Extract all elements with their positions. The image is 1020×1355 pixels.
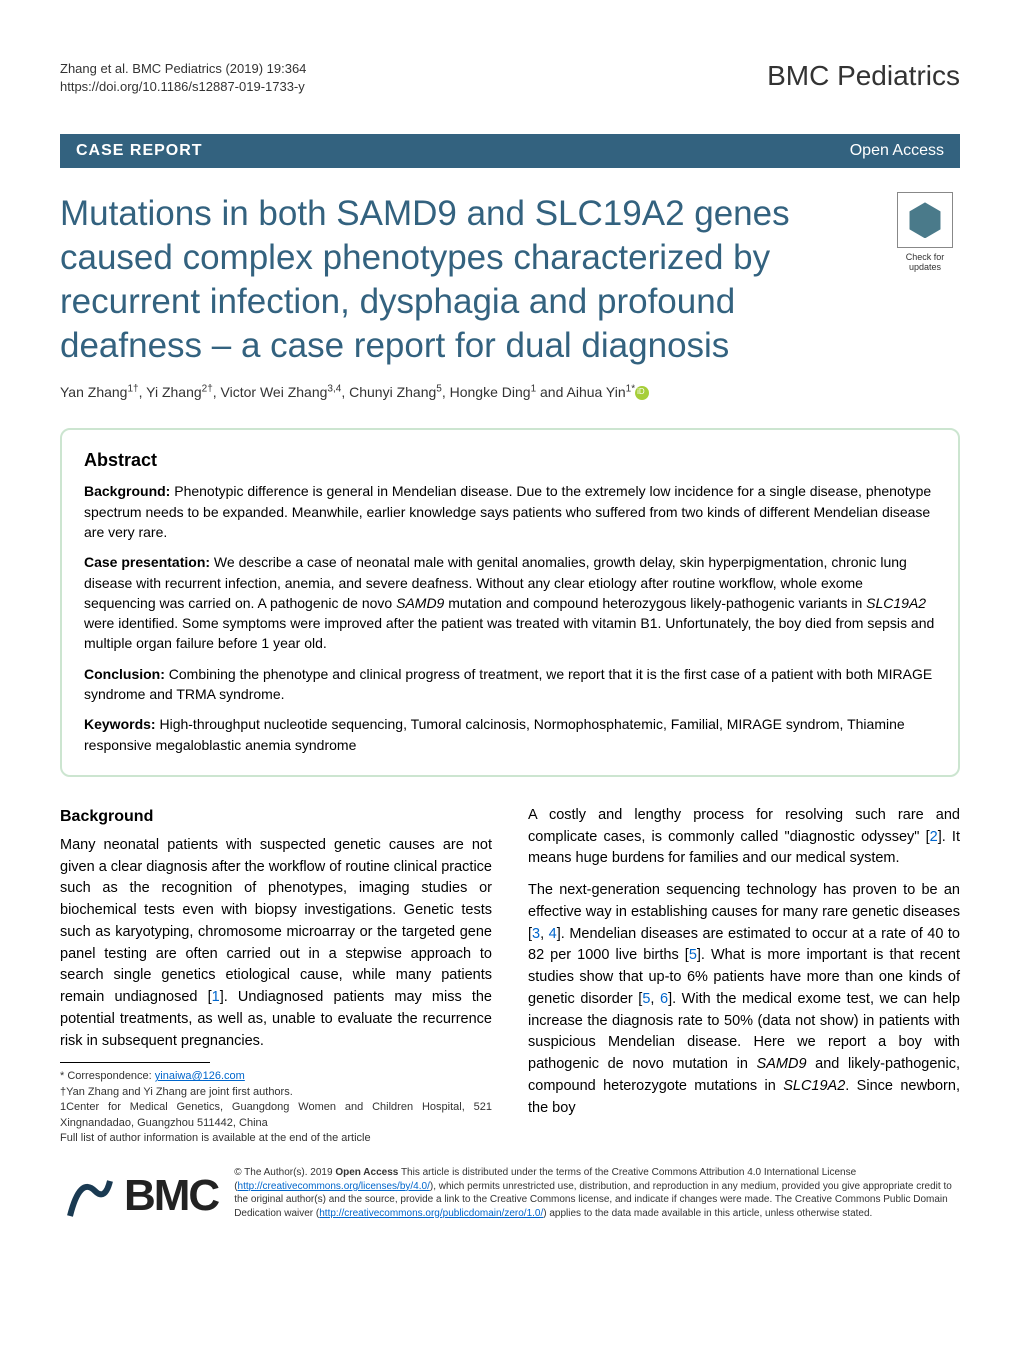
article-type-bar: CASE REPORT Open Access: [60, 134, 960, 168]
affiliation-text: 1Center for Medical Genetics, Guangdong …: [60, 1100, 492, 1131]
abstract-keywords-text: High-throughput nucleotide sequencing, T…: [84, 716, 905, 752]
author-list: Yan Zhang1†, Yi Zhang2†, Victor Wei Zhan…: [60, 383, 960, 400]
abstract-case-text: We describe a case of neonatal male with…: [84, 554, 934, 651]
right-column: A costly and lengthy process for resolvi…: [528, 805, 960, 1146]
bmc-logo-text: BMC: [124, 1171, 218, 1221]
license-text: © The Author(s). 2019 Open Access This a…: [234, 1166, 960, 1220]
abstract-case-label: Case presentation:: [84, 554, 210, 570]
license-url-2[interactable]: http://creativecommons.org/publicdomain/…: [319, 1208, 543, 1219]
body-paragraph-2: A costly and lengthy process for resolvi…: [528, 805, 960, 870]
license-open-access: Open Access: [335, 1167, 398, 1178]
body-paragraph-1: Many neonatal patients with suspected ge…: [60, 835, 492, 1053]
abstract-heading: Abstract: [84, 450, 936, 471]
orcid-icon[interactable]: [635, 386, 649, 400]
correspondence-label: * Correspondence:: [60, 1070, 152, 1082]
open-access-label: Open Access: [850, 142, 944, 160]
check-updates-badge[interactable]: Check for updates: [890, 192, 960, 272]
joint-authors-note: †Yan Zhang and Yi Zhang are joint first …: [60, 1085, 492, 1100]
check-updates-label-1: Check for: [890, 252, 960, 262]
abstract-conclusion-text: Combining the phenotype and clinical pro…: [84, 666, 932, 702]
abstract-conclusion-label: Conclusion:: [84, 666, 165, 682]
body-paragraph-3: The next-generation sequencing technolog…: [528, 880, 960, 1119]
bmc-logo: BMC: [60, 1166, 218, 1226]
license-row: BMC © The Author(s). 2019 Open Access Th…: [60, 1166, 960, 1226]
abstract-conclusion: Conclusion: Combining the phenotype and …: [84, 664, 936, 705]
abstract-background: Background: Phenotypic difference is gen…: [84, 481, 936, 542]
doi-text: https://doi.org/10.1186/s12887-019-1733-…: [60, 78, 306, 96]
abstract-keywords: Keywords: High-throughput nucleotide seq…: [84, 714, 936, 755]
license-end: ) applies to the data made available in …: [543, 1208, 872, 1219]
article-title: Mutations in both SAMD9 and SLC19A2 gene…: [60, 192, 874, 367]
check-updates-label-2: updates: [890, 262, 960, 272]
abstract-case: Case presentation: We describe a case of…: [84, 552, 936, 653]
left-column: Background Many neonatal patients with s…: [60, 805, 492, 1146]
abstract-background-label: Background:: [84, 483, 170, 499]
journal-name: BMC Pediatrics: [767, 60, 960, 92]
correspondence-block: * Correspondence: yinaiwa@126.com †Yan Z…: [60, 1069, 492, 1146]
full-author-list-note: Full list of author information is avail…: [60, 1131, 492, 1146]
citation-text: Zhang et al. BMC Pediatrics (2019) 19:36…: [60, 60, 306, 78]
background-heading: Background: [60, 805, 492, 829]
abstract-box: Abstract Background: Phenotypic differen…: [60, 428, 960, 777]
license-url-1[interactable]: http://creativecommons.org/licenses/by/4…: [238, 1181, 430, 1192]
abstract-background-text: Phenotypic difference is general in Mend…: [84, 483, 931, 540]
abstract-keywords-label: Keywords:: [84, 716, 156, 732]
crossmark-icon: [897, 192, 953, 248]
bmc-mark-icon: [60, 1166, 120, 1226]
license-pre: © The Author(s). 2019: [234, 1167, 335, 1178]
article-type-label: CASE REPORT: [76, 142, 203, 160]
correspondence-email[interactable]: yinaiwa@126.com: [155, 1070, 245, 1082]
